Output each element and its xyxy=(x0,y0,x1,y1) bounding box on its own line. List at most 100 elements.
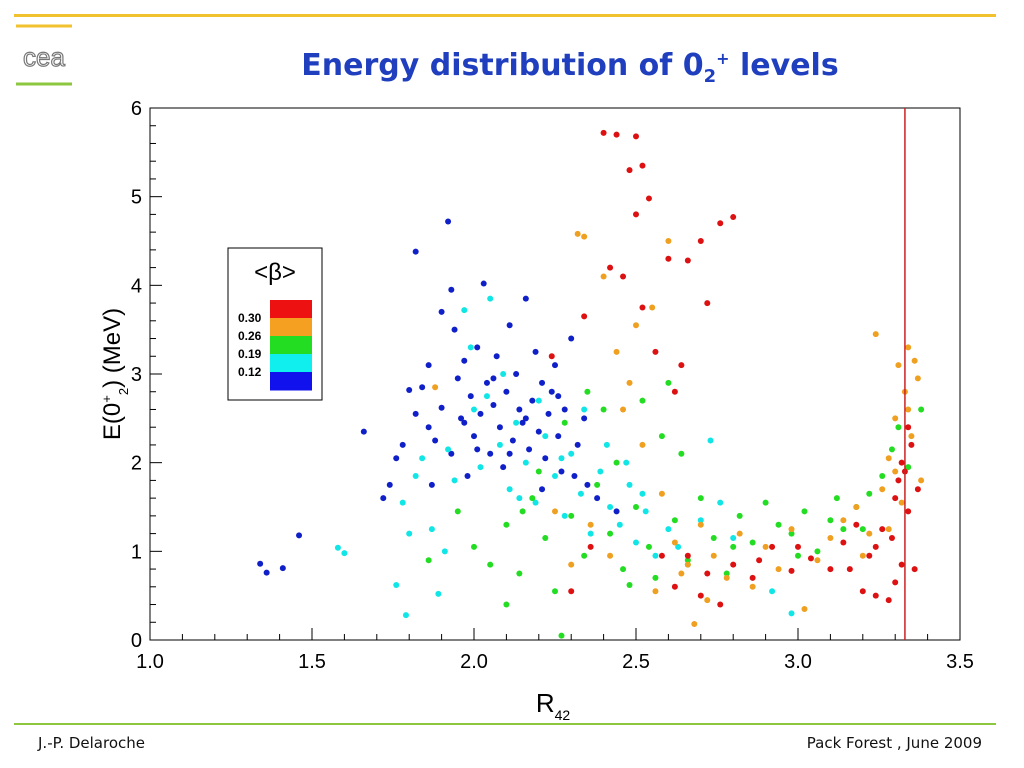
data-point xyxy=(866,530,873,537)
data-point xyxy=(914,486,921,493)
data-point xyxy=(639,304,646,311)
data-point xyxy=(788,567,795,574)
data-point xyxy=(827,566,834,573)
data-point xyxy=(736,530,743,537)
data-point xyxy=(464,472,471,479)
data-point xyxy=(581,415,588,422)
data-point xyxy=(801,508,808,515)
legend-band xyxy=(270,354,312,373)
data-point xyxy=(296,532,303,539)
data-point xyxy=(545,410,552,417)
data-point xyxy=(859,552,866,559)
data-point xyxy=(487,295,494,302)
data-point xyxy=(859,588,866,595)
data-point xyxy=(542,535,549,542)
data-point xyxy=(522,459,529,466)
data-point xyxy=(574,441,581,448)
data-point xyxy=(756,557,763,564)
data-point xyxy=(522,415,529,422)
data-point xyxy=(795,552,801,559)
data-point xyxy=(454,375,461,382)
x-tick-label: 2.0 xyxy=(460,651,488,673)
data-point xyxy=(626,582,633,589)
data-point xyxy=(762,499,769,506)
data-point xyxy=(509,437,516,444)
data-point xyxy=(665,255,672,262)
data-point xyxy=(548,353,555,360)
data-point xyxy=(467,344,474,351)
data-point xyxy=(749,539,756,546)
data-point xyxy=(568,335,575,342)
data-point xyxy=(769,588,776,595)
data-point xyxy=(730,543,737,550)
data-points xyxy=(257,129,925,639)
data-point xyxy=(788,530,795,537)
y-tick-label: 6 xyxy=(131,98,142,120)
data-point xyxy=(697,521,704,528)
data-point xyxy=(905,508,912,515)
data-point xyxy=(642,508,649,515)
data-point xyxy=(451,326,458,333)
data-point xyxy=(506,450,513,457)
data-point xyxy=(620,566,627,573)
data-point xyxy=(412,248,419,255)
data-point xyxy=(477,410,484,417)
data-point xyxy=(587,530,594,537)
legend: <β> 0.30 0.26 0.19 0.12 xyxy=(227,247,323,401)
top-rule xyxy=(14,14,996,17)
data-point xyxy=(678,450,685,457)
data-point xyxy=(496,424,503,431)
data-point xyxy=(603,441,610,448)
data-point xyxy=(432,437,439,444)
data-point xyxy=(607,504,614,510)
data-point xyxy=(684,552,691,559)
data-point xyxy=(419,384,426,391)
data-point xyxy=(539,379,546,386)
data-point xyxy=(406,386,413,393)
data-point xyxy=(548,388,555,395)
data-point xyxy=(613,348,620,355)
data-point xyxy=(879,486,886,493)
data-point xyxy=(399,499,406,506)
footer-author: J.-P. Delaroche xyxy=(38,734,145,752)
data-point xyxy=(561,419,568,426)
data-point xyxy=(454,508,461,515)
data-point xyxy=(380,495,387,502)
data-point xyxy=(872,543,879,550)
data-point xyxy=(539,486,546,493)
data-point xyxy=(341,550,348,557)
data-point xyxy=(516,570,523,577)
data-point xyxy=(500,464,507,471)
data-point xyxy=(529,397,536,404)
data-point xyxy=(607,264,614,271)
data-point xyxy=(506,322,513,329)
data-point xyxy=(717,220,724,227)
data-point xyxy=(461,357,468,364)
legend-label: 0.26 xyxy=(238,329,262,343)
data-point xyxy=(425,424,432,431)
data-point xyxy=(402,612,409,619)
data-point xyxy=(795,543,801,550)
data-point xyxy=(626,167,633,174)
y-tick-label: 4 xyxy=(131,275,142,297)
data-point xyxy=(425,362,432,369)
data-point xyxy=(730,535,737,542)
data-point xyxy=(626,379,633,386)
data-point xyxy=(490,375,497,382)
data-point xyxy=(652,588,659,595)
data-point xyxy=(892,495,899,502)
logo-text: cea xyxy=(23,42,65,72)
data-point xyxy=(749,583,756,590)
data-point xyxy=(532,348,539,355)
title-tail: levels xyxy=(729,48,839,83)
data-point xyxy=(872,592,879,599)
data-point xyxy=(879,526,886,533)
data-point xyxy=(552,472,558,479)
data-point xyxy=(888,535,895,542)
data-point xyxy=(898,459,905,466)
data-point xyxy=(620,273,627,280)
data-point xyxy=(769,543,776,550)
data-point xyxy=(736,512,743,519)
data-point xyxy=(487,561,494,568)
data-point xyxy=(775,566,782,573)
